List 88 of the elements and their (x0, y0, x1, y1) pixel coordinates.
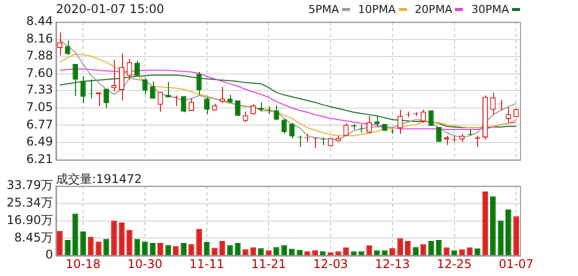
y-tick-label: 8.16 (26, 31, 53, 46)
y-tick-label: 8.44 (26, 14, 53, 28)
candlestick (165, 81, 171, 98)
bar (103, 238, 110, 256)
candlestick (374, 116, 380, 127)
candlestick (158, 91, 164, 112)
candlestick (142, 78, 148, 95)
bar (118, 222, 125, 256)
y-tick-label: 8.45万 (14, 230, 53, 244)
y-tick-label: 16.90万 (6, 212, 53, 227)
x-tick-label: 11-11 (189, 256, 224, 271)
legend-label: 5PMA (308, 3, 340, 16)
candlestick (274, 104, 280, 121)
candlestick (420, 109, 426, 124)
candlestick (80, 76, 86, 104)
bar (281, 245, 288, 256)
bar (72, 214, 78, 256)
candlestick (72, 64, 78, 97)
bar (196, 228, 202, 256)
y-tick-label: 6.77 (26, 117, 53, 132)
candlestick (119, 53, 124, 101)
bar (134, 238, 140, 256)
bar (126, 230, 132, 256)
y-tick-label: 6.21 (26, 152, 53, 166)
chart-title: 2020-01-07 15:00 (56, 2, 164, 16)
bar (150, 243, 156, 256)
bar (227, 245, 233, 256)
chart-title: 成交量:191472 (56, 171, 142, 188)
bar (506, 209, 512, 256)
bar (498, 220, 504, 256)
candlestick (366, 115, 372, 134)
candlestick (204, 96, 210, 115)
bar (428, 240, 434, 256)
bar (88, 236, 94, 256)
legend-label: 10PMA (358, 3, 396, 16)
bar (64, 240, 70, 256)
candlestick (126, 58, 132, 80)
y-tick-label: 25.34万 (6, 196, 53, 210)
y-tick-label: 7.33 (26, 82, 53, 97)
x-tick-label: 12-03 (313, 256, 348, 271)
bar (436, 240, 442, 256)
candlestick (506, 106, 512, 124)
bar (204, 242, 210, 256)
candlestick (134, 60, 140, 77)
candlestick (281, 118, 287, 134)
y-tick-label: 6.49 (26, 134, 53, 149)
x-tick-label: 12-25 (436, 256, 472, 271)
candlestick (220, 86, 225, 104)
bar (404, 240, 411, 256)
bar (513, 216, 520, 256)
y-tick-label: 0 (45, 248, 53, 262)
candlestick (436, 126, 442, 142)
bar (234, 243, 241, 256)
bar (420, 244, 426, 256)
candlestick (397, 109, 403, 134)
candlestick (289, 122, 295, 139)
bar (180, 243, 186, 256)
x-tick-label: 11-21 (251, 256, 286, 271)
bar (96, 242, 102, 256)
bar (490, 196, 496, 256)
bar (158, 243, 164, 256)
x-tick-label: 12-13 (374, 256, 410, 271)
candlestick (196, 72, 202, 96)
candlestick (188, 98, 194, 112)
bar (111, 220, 117, 256)
legend-label: 30PMA (471, 3, 509, 16)
candlestick (104, 88, 109, 108)
x-tick-label: 01-07 (498, 256, 534, 271)
candlestick (64, 40, 70, 56)
bar (165, 245, 172, 256)
candlestick (490, 92, 496, 116)
bar (56, 230, 63, 256)
x-tick-label: 10-30 (127, 256, 162, 271)
y-tick-label: 7.05 (26, 100, 53, 114)
y-tick-label: 7.88 (26, 48, 53, 63)
candlestick (150, 80, 156, 100)
bar (80, 232, 86, 256)
bar (188, 244, 194, 256)
candlestick (180, 96, 186, 113)
y-tick-label: 7.60 (26, 66, 53, 80)
legend-label: 20PMA (414, 3, 452, 16)
y-tick-label: 33.79万 (6, 178, 53, 192)
candlestick (57, 32, 63, 56)
bar (397, 238, 404, 256)
bar (142, 242, 148, 256)
bar (219, 240, 226, 256)
x-tick-label: 10-18 (66, 256, 101, 271)
bar (482, 192, 488, 256)
